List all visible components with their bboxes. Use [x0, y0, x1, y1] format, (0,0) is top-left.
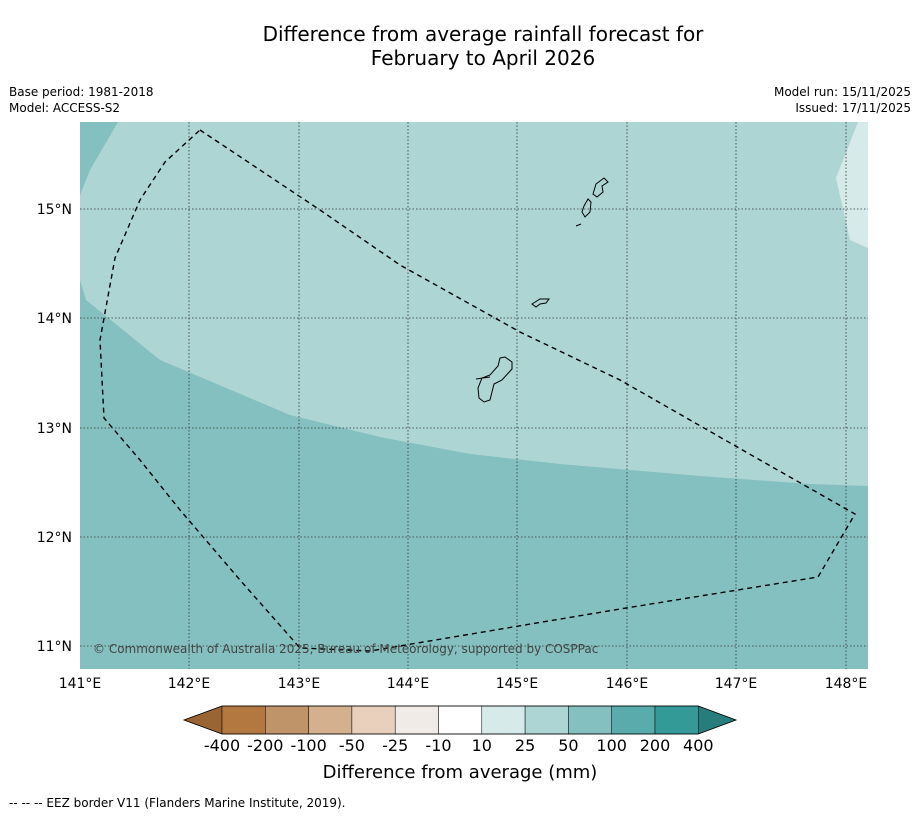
colorbar-label: 50: [558, 736, 578, 755]
colorbar-label: -25: [382, 736, 408, 755]
colorbar-segment-lowest: [183, 705, 223, 735]
colorbar-segment: [568, 705, 612, 735]
lon-tick-145e: 145°E: [496, 676, 539, 692]
colorbar-label: -10: [425, 736, 451, 755]
islands: [475, 177, 609, 403]
lat-tick-11n: 11°N: [37, 639, 72, 655]
colorbar-label: -400: [204, 736, 240, 755]
map-area: © Commonwealth of Australia 2025, Bureau…: [80, 122, 868, 669]
lat-tick-13n: 13°N: [37, 421, 72, 437]
lat-tick-12n: 12°N: [37, 530, 72, 546]
lon-tick-148e: 148°E: [825, 676, 868, 692]
colorbar-title: Difference from average (mm): [323, 762, 598, 783]
lat-tick-14n: 14°N: [37, 311, 72, 327]
model-run: Model run: 15/11/2025: [773, 85, 911, 99]
graticule: [80, 122, 868, 669]
meta-right: Model run: 15/11/2025 Issued: 17/11/2025: [774, 84, 911, 116]
colorbar-label: -50: [339, 736, 365, 755]
colorbar-segment: [351, 705, 396, 735]
colorbar-segment: [481, 705, 526, 735]
band-25-50: [80, 122, 868, 486]
colorbar-label: 25: [515, 736, 535, 755]
colorbar-segment: [308, 705, 353, 735]
model-name: Model: ACCESS-S2: [9, 101, 121, 115]
lon-labels: 141°E 142°E 143°E 144°E 145°E 146°E 147°…: [59, 676, 868, 692]
lon-tick-147e: 147°E: [715, 676, 758, 692]
lon-tick-144e: 144°E: [387, 676, 430, 692]
copyright-text: © Commonwealth of Australia 2025, Bureau…: [93, 642, 598, 656]
issued-date: Issued: 17/11/2025: [795, 101, 911, 115]
colorbar-segment: [654, 705, 699, 735]
lon-tick-143e: 143°E: [278, 676, 321, 692]
colorbar-segment: [265, 705, 309, 735]
band-10-25: [836, 122, 868, 248]
island-aguijan: [575, 223, 582, 227]
lon-tick-142e: 142°E: [168, 676, 211, 692]
title-line-1: Difference from average rainfall forecas…: [262, 22, 704, 46]
eez-border: [99, 129, 856, 652]
colorbar-label: -100: [290, 736, 326, 755]
colorbar-segment: [524, 705, 569, 735]
colorbar-segment-highest: [698, 705, 737, 735]
chart-title: Difference from average rainfall forecas…: [0, 22, 919, 70]
island-guam-point: [475, 376, 491, 380]
colorbar-segment: [394, 705, 439, 735]
lon-tick-141e: 141°E: [59, 676, 102, 692]
island-saipan: [592, 177, 609, 198]
colorbar-segment: [438, 705, 483, 735]
colorbar-label: 10: [472, 736, 492, 755]
island-rota: [531, 298, 550, 308]
colorbar-label: 100: [596, 736, 627, 755]
colorbar: -400 -200 -100 -50 -25 -10 10 25 50 100 …: [182, 705, 738, 783]
colorbar-outline: [182, 705, 738, 735]
base-period: Base period: 1981-2018: [9, 85, 154, 99]
colorbar-segment: [611, 705, 656, 735]
lon-tick-146e: 146°E: [606, 676, 649, 692]
island-guam: [477, 356, 513, 403]
colorbar-label: 400: [683, 736, 714, 755]
island-tinian: [581, 198, 592, 218]
title-line-2: February to April 2026: [370, 46, 596, 70]
eez-footnote: -- -- -- EEZ border V11 (Flanders Marine…: [9, 796, 346, 810]
lat-tick-15n: 15°N: [37, 202, 72, 218]
colorbar-segment: [221, 705, 266, 735]
colorbar-label: -200: [247, 736, 283, 755]
meta-left: Base period: 1981-2018 Model: ACCESS-S2: [9, 84, 154, 116]
lat-labels: 15°N 14°N 13°N 12°N 11°N: [37, 202, 72, 655]
colorbar-label: 200: [640, 736, 671, 755]
